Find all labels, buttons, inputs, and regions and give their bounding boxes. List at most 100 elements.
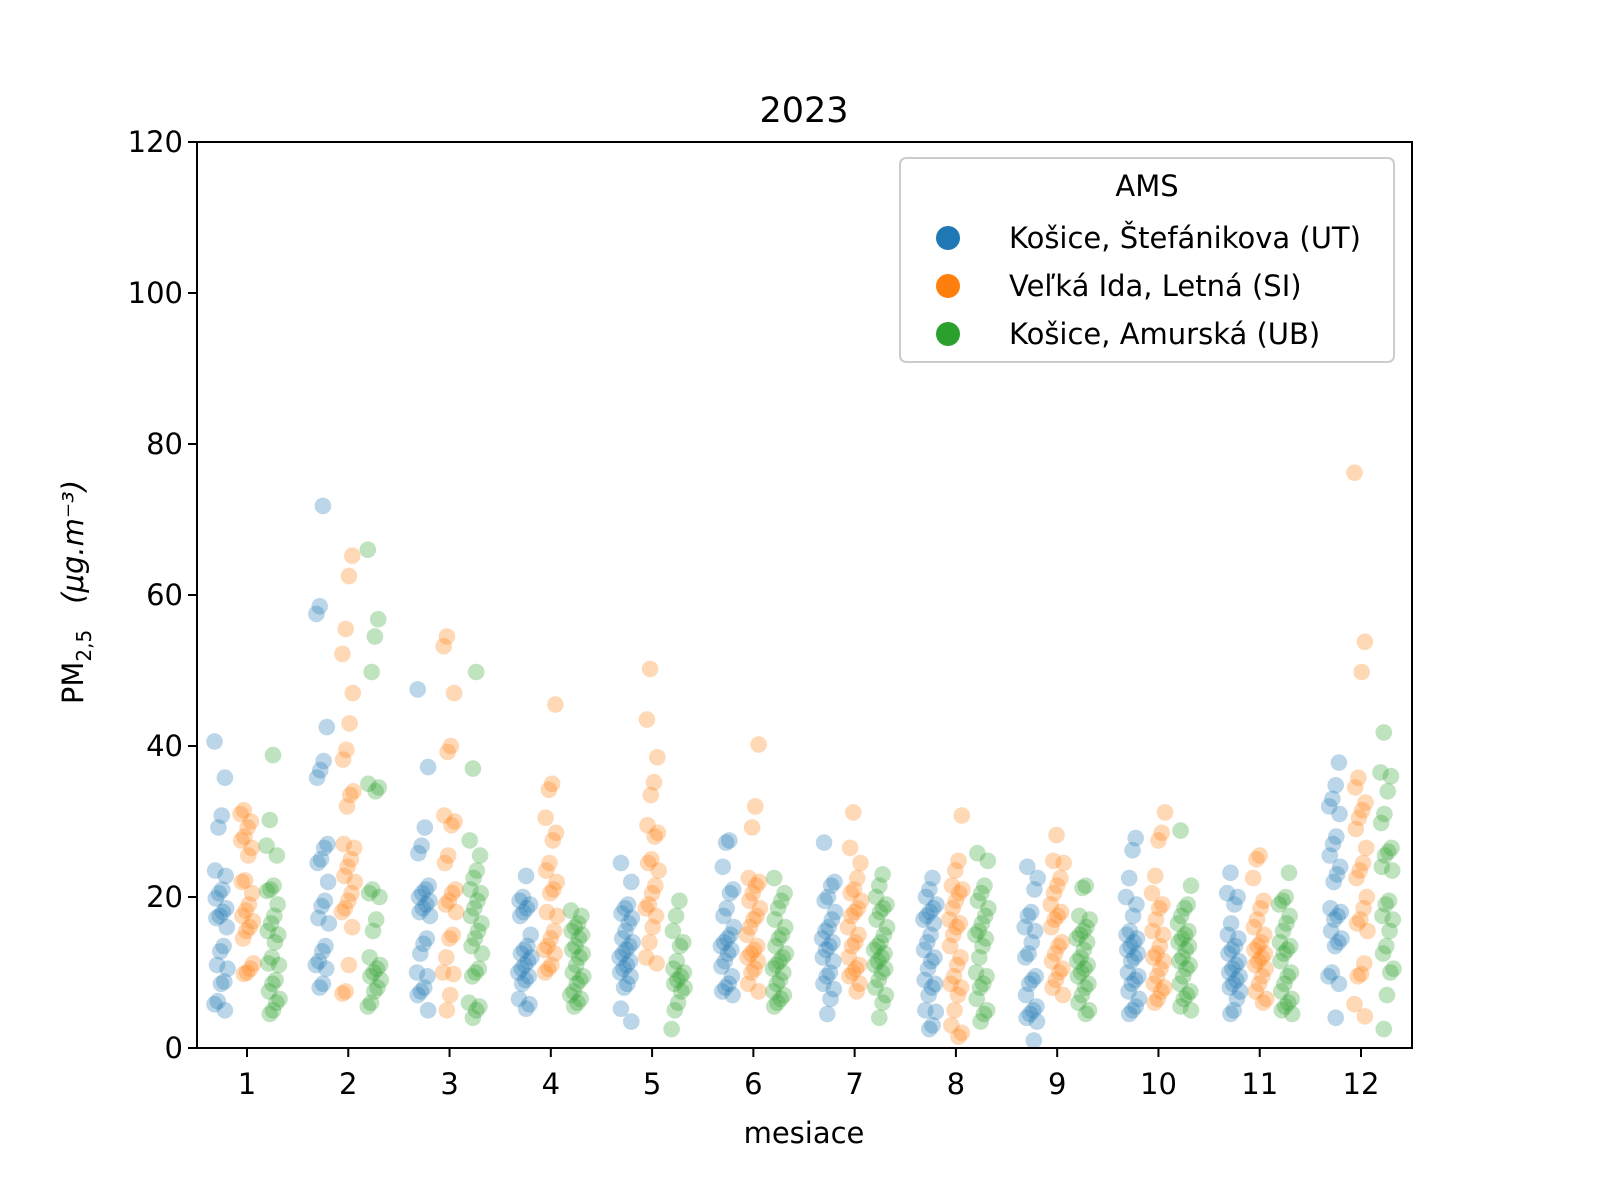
- data-point: [210, 884, 228, 902]
- data-point: [1130, 968, 1147, 985]
- svg-text:PM2,5(μg.m⁻³): PM2,5 (μg.m⁻³): [56, 480, 96, 704]
- data-point: [345, 839, 363, 857]
- data-point: [1080, 1002, 1098, 1019]
- data-point: [1154, 926, 1172, 944]
- data-point: [240, 896, 258, 913]
- series-2-points: [232, 464, 1376, 1045]
- data-point: [967, 926, 984, 944]
- data-point: [617, 941, 635, 959]
- data-point: [562, 986, 579, 1004]
- data-point: [953, 807, 971, 824]
- data-point: [1375, 1020, 1393, 1038]
- data-point: [442, 737, 460, 755]
- data-point: [418, 930, 436, 947]
- data-point: [409, 986, 427, 1004]
- data-point: [615, 979, 633, 996]
- data-point: [741, 918, 759, 936]
- data-point: [1225, 1002, 1242, 1019]
- data-point: [1357, 839, 1375, 857]
- data-point: [1172, 822, 1189, 839]
- data-point: [308, 769, 326, 786]
- data-point: [1282, 937, 1299, 955]
- data-point: [346, 873, 364, 891]
- data-point: [1152, 983, 1170, 1000]
- data-point: [668, 952, 686, 970]
- data-point: [467, 1002, 485, 1019]
- data-point: [815, 975, 832, 993]
- data-point: [415, 979, 433, 996]
- data-point: [1221, 979, 1239, 996]
- data-point: [871, 1009, 888, 1027]
- data-point: [1328, 866, 1346, 883]
- data-point: [637, 949, 655, 966]
- data-point: [467, 964, 484, 981]
- data-point: [1251, 847, 1268, 864]
- data-point: [313, 897, 330, 915]
- data-point: [649, 749, 666, 766]
- data-point: [1023, 934, 1041, 951]
- data-point: [748, 907, 765, 925]
- data-point: [921, 881, 938, 898]
- data-point: [438, 628, 456, 645]
- y-tick-label: 60: [146, 578, 183, 612]
- data-point: [821, 964, 839, 981]
- data-point: [1074, 879, 1091, 897]
- y-tick-label: 0: [165, 1031, 183, 1065]
- data-point: [417, 881, 434, 898]
- data-point: [719, 930, 736, 947]
- data-point: [562, 902, 580, 919]
- data-point: [1350, 809, 1368, 826]
- data-point: [547, 696, 564, 713]
- data-point: [1052, 903, 1070, 921]
- data-point: [645, 773, 663, 791]
- data-point: [1026, 922, 1044, 940]
- data-point: [948, 918, 965, 936]
- data-point: [1077, 877, 1095, 894]
- data-point: [369, 979, 386, 996]
- data-point: [624, 934, 641, 951]
- data-point: [647, 877, 664, 894]
- data-point: [874, 994, 891, 1011]
- data-point: [1020, 945, 1037, 962]
- data-point: [263, 949, 281, 966]
- data-point: [1148, 968, 1166, 985]
- data-point: [717, 979, 734, 996]
- data-point: [235, 965, 253, 983]
- data-point: [848, 869, 866, 887]
- x-tick-label: 2: [339, 1067, 357, 1101]
- data-point: [440, 892, 458, 910]
- data-point: [1043, 952, 1061, 970]
- data-point: [1143, 884, 1161, 902]
- data-point: [979, 852, 997, 870]
- data-point: [238, 922, 255, 940]
- series-3-points: [258, 541, 1402, 1038]
- data-point: [1272, 983, 1290, 1000]
- data-point: [951, 915, 969, 932]
- data-point: [271, 990, 288, 1008]
- data-point: [1020, 975, 1038, 993]
- data-point: [1054, 960, 1071, 977]
- data-point: [317, 937, 334, 955]
- data-point: [511, 892, 528, 910]
- data-point: [1356, 1008, 1374, 1025]
- data-point: [713, 958, 730, 975]
- data-point: [843, 907, 860, 925]
- data-point: [977, 930, 995, 947]
- data-point: [1275, 945, 1293, 962]
- data-point: [1055, 854, 1072, 872]
- data-point: [1282, 964, 1300, 981]
- data-point: [259, 922, 277, 940]
- data-point: [817, 941, 835, 959]
- data-point: [665, 960, 682, 977]
- data-point: [922, 926, 939, 944]
- data-point: [266, 907, 283, 925]
- data-point: [1384, 911, 1402, 928]
- data-point: [946, 1002, 963, 1019]
- data-point: [362, 994, 380, 1011]
- data-point: [637, 900, 654, 917]
- data-point: [1144, 922, 1161, 940]
- data-point: [417, 896, 435, 913]
- data-point: [465, 900, 483, 917]
- data-point: [1226, 937, 1244, 955]
- data-point: [745, 911, 762, 928]
